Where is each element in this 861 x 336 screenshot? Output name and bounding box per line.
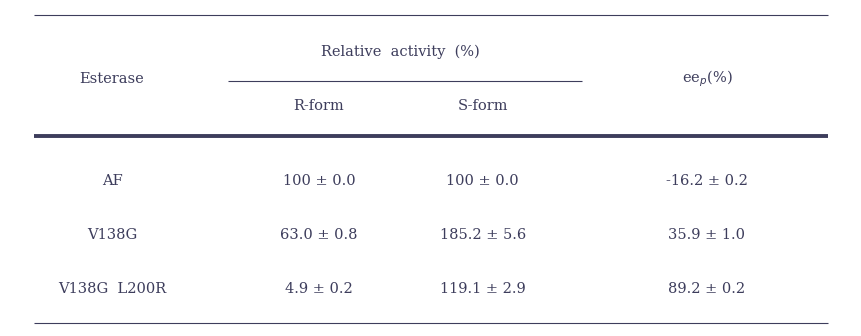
Text: S-form: S-form <box>457 99 507 113</box>
Text: 4.9 ± 0.2: 4.9 ± 0.2 <box>285 282 352 296</box>
Text: 100 ± 0.0: 100 ± 0.0 <box>282 174 355 188</box>
Text: AF: AF <box>102 174 122 188</box>
Text: V138G  L200R: V138G L200R <box>58 282 166 296</box>
Text: 35.9 ± 1.0: 35.9 ± 1.0 <box>667 228 745 242</box>
Text: V138G: V138G <box>87 228 137 242</box>
Text: -16.2 ± 0.2: -16.2 ± 0.2 <box>666 174 746 188</box>
Text: 63.0 ± 0.8: 63.0 ± 0.8 <box>280 228 357 242</box>
Text: Esterase: Esterase <box>79 72 145 86</box>
Text: 100 ± 0.0: 100 ± 0.0 <box>446 174 518 188</box>
Text: Relative  activity  (%): Relative activity (%) <box>321 45 480 59</box>
Text: 119.1 ± 2.9: 119.1 ± 2.9 <box>439 282 525 296</box>
Text: 89.2 ± 0.2: 89.2 ± 0.2 <box>667 282 745 296</box>
Text: 185.2 ± 5.6: 185.2 ± 5.6 <box>439 228 525 242</box>
Text: R-form: R-form <box>294 99 344 113</box>
Text: ee$_p$(%): ee$_p$(%) <box>681 69 731 89</box>
